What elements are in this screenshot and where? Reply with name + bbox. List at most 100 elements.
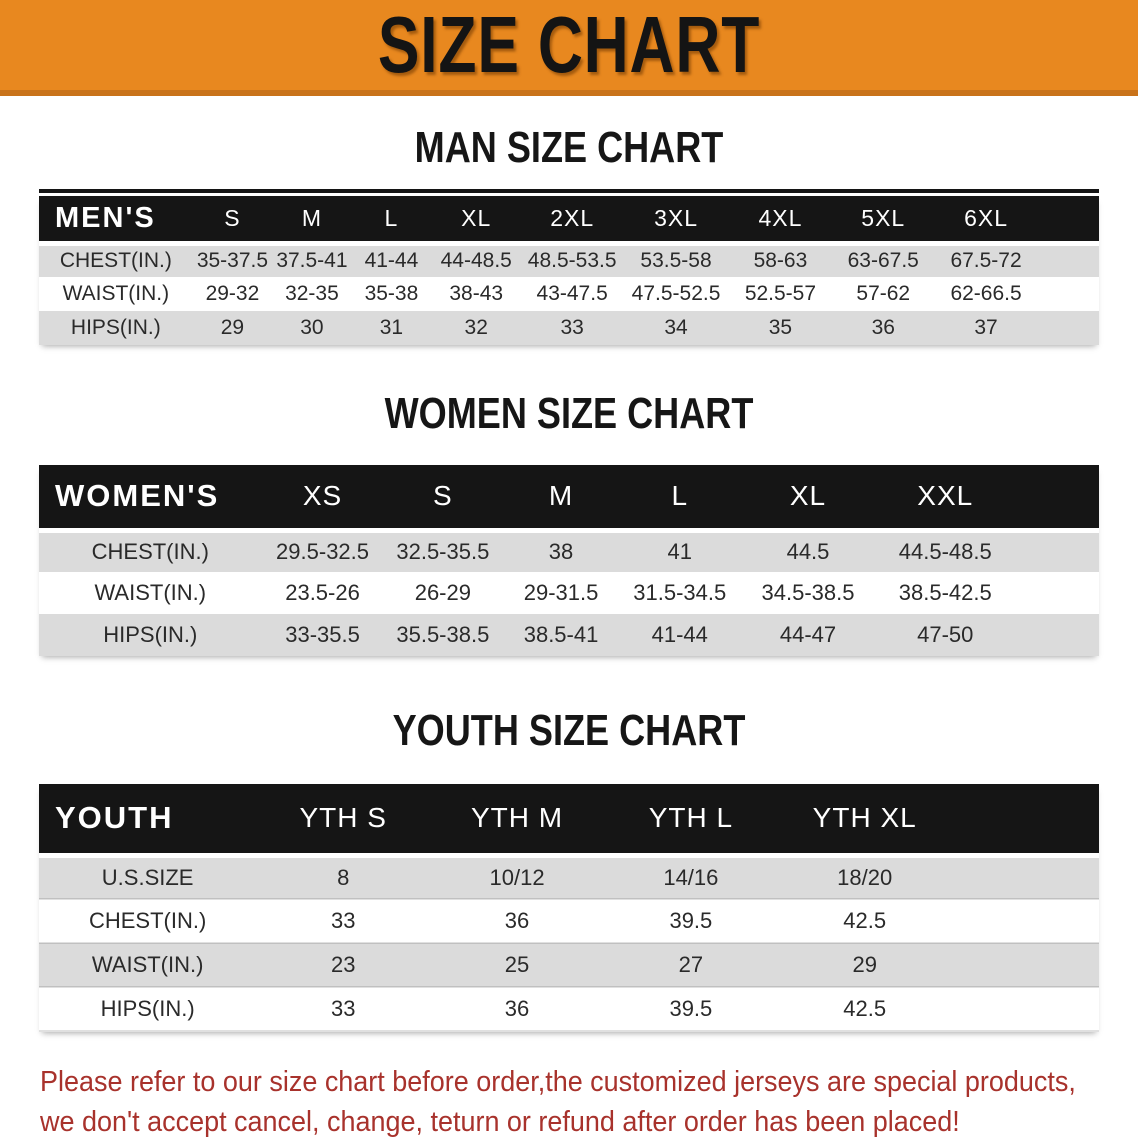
table-row: CHEST(IN.) 29.5-32.5 32.5-35.5 38 41 44.5 44.5… [39, 530, 1099, 572]
cell-value: 44-48.5 [431, 243, 522, 277]
cell-value: 8 [256, 855, 431, 900]
cell-value: 32.5-35.5 [383, 530, 503, 572]
cell-value: 44.5 [739, 530, 877, 572]
women-size-table: WOMEN'S XS S M L XL XXL CHEST(IN.) 29.5-32.5 32.… [39, 465, 1099, 656]
cell-value: 41-44 [619, 614, 740, 656]
cell-value: 67.5-72 [934, 243, 1038, 277]
size-column-header: 2XL [521, 196, 624, 246]
row-filler-cell [1014, 572, 1099, 614]
header-filler-cell [1037, 196, 1099, 246]
cell-value: 57-62 [831, 277, 935, 311]
header-filler-cell [951, 784, 1099, 858]
table-row: WAIST(IN.) 29-32 32-35 35-38 38-43 43-47.5 47.… [39, 277, 1099, 311]
men-section-title: MAN SIZE CHART [414, 123, 724, 172]
size-column-header: L [351, 196, 432, 246]
cell-value: 30 [272, 311, 352, 345]
table-row: HIPS(IN.) 33-35.5 35.5-38.5 38.5-41 41-44 44-… [39, 614, 1099, 656]
banner: SIZE CHART [0, 0, 1138, 96]
cell-value: 33 [256, 987, 431, 1032]
row-filler-cell [1037, 243, 1099, 277]
size-column-header: S [192, 196, 273, 246]
cell-value: 39.5 [603, 899, 778, 944]
cell-value: 35 [729, 311, 832, 345]
disclaimer: Please refer to our size chart before or… [40, 1062, 1138, 1142]
row-filler-cell [951, 943, 1099, 988]
women-header-row: WOMEN'S XS S M L XL XXL [39, 465, 1099, 533]
row-filler-cell [951, 899, 1099, 944]
cell-value: 47.5-52.5 [623, 277, 730, 311]
size-column-header: 3XL [623, 196, 730, 246]
cell-value: 29 [192, 311, 273, 345]
cell-value: 37.5-41 [272, 243, 352, 277]
table-row: WAIST(IN.) 23 25 27 29 [39, 943, 1099, 988]
cell-value: 31 [351, 311, 432, 345]
cell-value: 27 [603, 943, 778, 988]
row-label: WAIST(IN.) [39, 943, 257, 988]
row-label: U.S.SIZE [39, 855, 257, 900]
cell-value: 26-29 [383, 572, 503, 614]
cell-value: 44.5-48.5 [876, 530, 1015, 572]
cell-value: 38.5-42.5 [876, 572, 1015, 614]
cell-value: 32 [431, 311, 522, 345]
size-column-header: 6XL [934, 196, 1038, 246]
cell-value: 41-44 [351, 243, 432, 277]
cell-value: 35.5-38.5 [383, 614, 503, 656]
cell-value: 33-35.5 [261, 614, 384, 656]
size-column-header: XXL [876, 465, 1015, 533]
cell-value: 44-47 [739, 614, 877, 656]
size-column-header: 5XL [831, 196, 935, 246]
cell-value: 34.5-38.5 [739, 572, 877, 614]
table-row: CHEST(IN.) 33 36 39.5 42.5 [39, 899, 1099, 944]
cell-value: 37 [934, 311, 1038, 345]
youth-size-chart-section: YOUTH SIZE CHART YOUTH YTH S YTH M YTH L YTH… [0, 706, 1138, 1032]
men-size-table: MEN'S S M L XL 2XL 3XL 4XL 5XL 6XL CHEST(IN.) 35-3… [39, 196, 1099, 345]
size-column-header: 4XL [729, 196, 832, 246]
cell-value: 58-63 [729, 243, 832, 277]
size-column-header: M [272, 196, 352, 246]
row-label: CHEST(IN.) [39, 899, 257, 944]
youth-size-table-wrap: YOUTH YTH S YTH M YTH L YTH XL U.S.SIZE 8 10/1… [39, 784, 1099, 1032]
row-label: WAIST(IN.) [39, 277, 193, 311]
cell-value: 23 [256, 943, 431, 988]
youth-section-title: YOUTH SIZE CHART [392, 706, 746, 755]
youth-header-row: YOUTH YTH S YTH M YTH L YTH XL [39, 784, 1099, 858]
cell-value: 10/12 [430, 855, 604, 900]
cell-value: 18/20 [777, 855, 952, 900]
size-column-header: XS [261, 465, 384, 533]
cell-value: 23.5-26 [261, 572, 384, 614]
cell-value: 35-37.5 [192, 243, 273, 277]
cell-value: 33 [521, 311, 624, 345]
cell-value: 53.5-58 [623, 243, 730, 277]
cell-value: 42.5 [777, 987, 952, 1032]
cell-value: 36 [430, 987, 604, 1032]
size-column-header: YTH S [256, 784, 431, 858]
table-row: U.S.SIZE 8 10/12 14/16 18/20 [39, 855, 1099, 900]
row-label: CHEST(IN.) [39, 243, 193, 277]
cell-value: 36 [831, 311, 935, 345]
cell-value: 29 [777, 943, 952, 988]
cell-value: 48.5-53.5 [521, 243, 624, 277]
men-size-table-wrap: MEN'S S M L XL 2XL 3XL 4XL 5XL 6XL CHEST(IN.) 35-3… [39, 189, 1099, 345]
size-column-header: XL [431, 196, 522, 246]
row-label: HIPS(IN.) [39, 311, 193, 345]
cell-value: 38.5-41 [502, 614, 620, 656]
row-filler-cell [1014, 614, 1099, 656]
cell-value: 36 [430, 899, 604, 944]
table-row: CHEST(IN.) 35-37.5 37.5-41 41-44 44-48.5 48.5… [39, 243, 1099, 277]
disclaimer-line-1: Please refer to our size chart before or… [40, 1066, 1076, 1098]
cell-value: 38 [502, 530, 620, 572]
men-size-chart-section: MAN SIZE CHART MEN'S S M L XL 2XL 3XL 4XL 5XL 6XL… [0, 123, 1138, 345]
page-title: SIZE CHART [377, 0, 761, 89]
size-column-header: S [383, 465, 503, 533]
size-column-header: M [502, 465, 620, 533]
table-group-label: WOMEN'S [39, 465, 262, 533]
size-column-header: L [619, 465, 740, 533]
size-column-header: YTH L [603, 784, 778, 858]
disclaimer-line-2: we don't accept cancel, change, teturn o… [40, 1106, 960, 1138]
cell-value: 35-38 [351, 277, 432, 311]
cell-value: 62-66.5 [934, 277, 1038, 311]
row-label: HIPS(IN.) [39, 614, 262, 656]
table-row: HIPS(IN.) 33 36 39.5 42.5 [39, 987, 1099, 1032]
row-filler-cell [1014, 530, 1099, 572]
